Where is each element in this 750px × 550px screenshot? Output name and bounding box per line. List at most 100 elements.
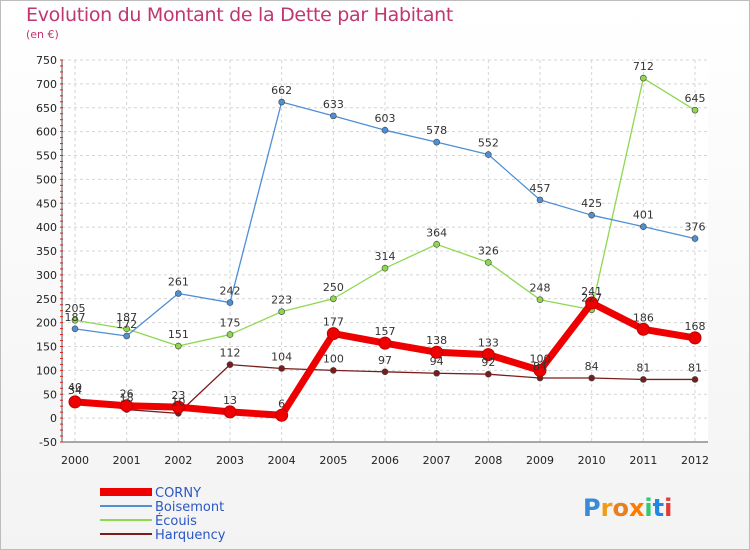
data-label-ecouis: 314 — [375, 250, 396, 263]
chart-title: Evolution du Montant de la Dette par Hab… — [26, 4, 454, 26]
x-tick-label: 2001 — [113, 454, 141, 467]
x-tick-label: 2000 — [61, 454, 89, 467]
data-point-boisemont — [71, 325, 79, 333]
logo-letter: i — [644, 494, 652, 522]
data-point-harquency — [381, 368, 389, 376]
data-label-ecouis: 364 — [426, 226, 447, 239]
data-point-ecouis — [175, 342, 182, 350]
y-tick-label: 400 — [36, 221, 57, 234]
data-point-boisemont — [433, 138, 440, 146]
data-label-harquency: 100 — [323, 352, 344, 365]
data-label-ecouis: 248 — [530, 282, 551, 295]
data-point-ecouis — [226, 331, 234, 338]
data-label-corny: 138 — [426, 334, 447, 347]
data-point-harquency — [433, 369, 440, 377]
y-tick-label: -50 — [39, 436, 57, 449]
data-point-ecouis — [123, 325, 130, 333]
data-label-corny: 157 — [375, 325, 396, 338]
chart-subtitle: (en €) — [26, 28, 59, 41]
data-point-corny — [636, 322, 650, 336]
data-point-boisemont — [381, 126, 389, 134]
data-label-ecouis: 175 — [220, 317, 241, 330]
x-tick-label: 2007 — [423, 454, 451, 467]
y-axis-ticks: -50 0 50 100 150 200 250 300 350 400 450 500 550 600 6… — [36, 54, 57, 449]
data-point-ecouis — [71, 316, 79, 324]
y-tick-label: 150 — [36, 341, 57, 354]
x-tick-label: 2012 — [681, 454, 709, 467]
data-label-boisemont: 242 — [220, 285, 241, 298]
data-label-boisemont: 633 — [323, 98, 344, 111]
data-point-ecouis — [691, 106, 699, 114]
data-label-boisemont: 172 — [116, 318, 137, 331]
data-point-corny — [120, 399, 134, 413]
data-label-harquency: 92 — [481, 356, 495, 369]
data-label-boisemont: 457 — [530, 182, 551, 195]
data-point-corny — [688, 331, 702, 345]
data-label-harquency: 84 — [533, 360, 547, 373]
data-label-harquency: 10 — [171, 395, 185, 408]
data-point-boisemont — [640, 223, 647, 230]
data-point-ecouis — [433, 241, 440, 248]
logo-text: Proxiti — [583, 494, 672, 522]
data-label-ecouis: 326 — [478, 244, 499, 257]
data-label-corny: 177 — [323, 316, 344, 329]
data-point-corny — [481, 348, 495, 362]
data-label-ecouis: 223 — [271, 294, 292, 307]
data-label-ecouis: 250 — [323, 281, 344, 294]
data-point-corny — [430, 345, 444, 359]
data-point-ecouis — [278, 308, 285, 315]
data-point-harquency — [278, 365, 285, 372]
data-point-boisemont — [536, 196, 544, 204]
logo-letter: x — [629, 494, 645, 522]
data-label-ecouis: 645 — [685, 92, 706, 105]
data-point-boisemont — [123, 332, 130, 340]
legend-label: Boisemont — [155, 500, 224, 515]
data-point-corny — [378, 336, 392, 350]
axes — [60, 59, 708, 443]
data-point-corny — [275, 408, 289, 422]
y-tick-label: 200 — [36, 317, 57, 330]
x-tick-label: 2011 — [629, 454, 657, 467]
data-point-harquency — [330, 367, 337, 374]
data-label-ecouis: 187 — [116, 311, 137, 324]
legend-label: CORNY — [155, 486, 201, 501]
y-tick-label: 0 — [50, 412, 57, 425]
data-label-ecouis: 712 — [633, 60, 654, 73]
y-tick-label: 100 — [36, 364, 57, 377]
x-tick-label: 2008 — [474, 454, 502, 467]
y-tick-label: 650 — [36, 102, 57, 115]
data-point-ecouis — [640, 74, 647, 82]
proxiti-logo: Proxiti — [583, 494, 672, 522]
x-tick-label: 2009 — [526, 454, 554, 467]
y-tick-label: 50 — [43, 388, 57, 401]
data-point-corny — [326, 327, 340, 341]
data-label-corny: 6 — [278, 397, 285, 410]
data-point-harquency — [691, 376, 699, 383]
data-label-boisemont: 662 — [271, 84, 292, 97]
data-label-ecouis: 205 — [65, 302, 86, 315]
data-label-corny: 26 — [120, 388, 134, 401]
data-label-corny: 34 — [68, 384, 82, 397]
x-tick-label: 2010 — [578, 454, 606, 467]
data-point-harquency — [588, 374, 595, 382]
data-point-harquency — [640, 376, 647, 383]
data-point-harquency — [226, 361, 234, 368]
data-point-boisemont — [330, 112, 337, 120]
data-point-boisemont — [691, 235, 699, 242]
logo-letter: P — [583, 494, 601, 522]
y-tick-label: 750 — [36, 54, 57, 67]
data-point-boisemont — [588, 211, 595, 219]
x-tick-label: 2003 — [216, 454, 244, 467]
data-point-corny — [171, 400, 185, 414]
data-point-harquency — [485, 370, 492, 378]
data-label-boisemont: 401 — [633, 209, 654, 222]
data-label-harquency: 112 — [220, 347, 241, 360]
data-label-corny: 133 — [478, 337, 499, 350]
grid — [62, 59, 708, 443]
logo-letter: r — [601, 494, 613, 522]
y-tick-label: 600 — [36, 126, 57, 139]
data-label-corny: 23 — [171, 389, 185, 402]
data-point-boisemont — [175, 290, 182, 297]
y-tick-label: 350 — [36, 245, 57, 258]
